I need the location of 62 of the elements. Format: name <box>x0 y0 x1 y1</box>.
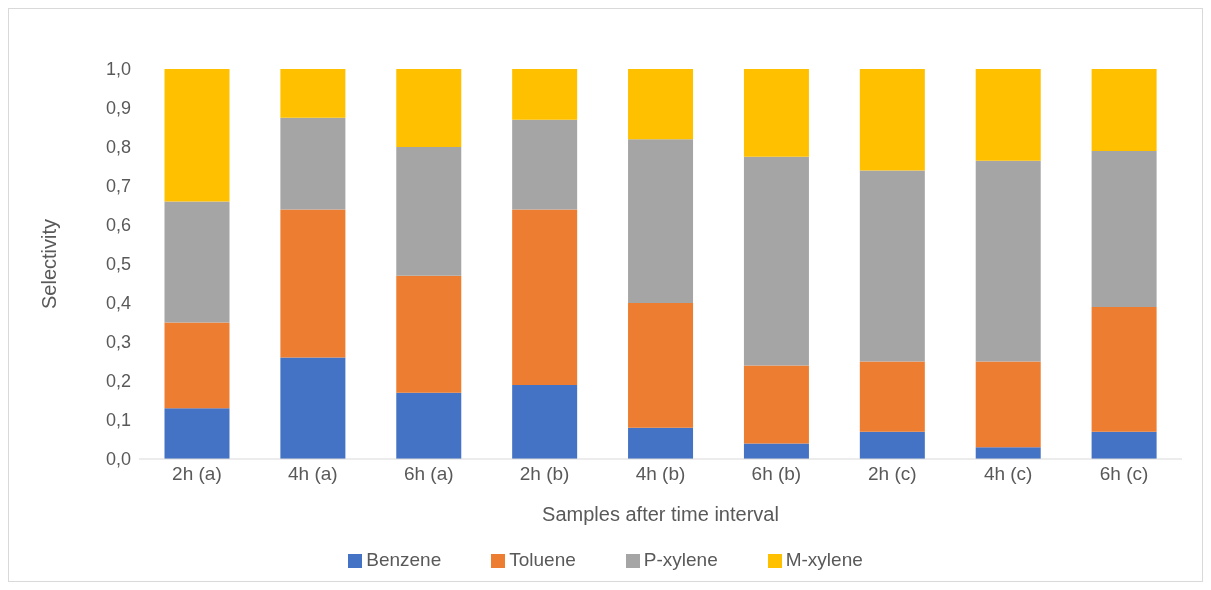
bar <box>859 170 925 362</box>
bar <box>859 431 925 459</box>
legend-label: P-xylene <box>643 549 718 570</box>
bar <box>396 69 462 147</box>
bar <box>512 384 578 459</box>
bar <box>975 160 1041 362</box>
y-tick-label: 0,2 <box>105 371 131 392</box>
bar <box>628 427 694 459</box>
y-axis-title: Selectivity <box>38 218 61 309</box>
bar <box>396 275 462 393</box>
bar <box>628 139 694 303</box>
bar <box>743 443 809 459</box>
bar <box>512 119 578 210</box>
bar <box>280 357 346 459</box>
x-axis-title: Samples after time interval <box>542 503 779 525</box>
bar <box>628 69 694 140</box>
x-tick-label: 2h (b) <box>519 463 570 485</box>
bar <box>1091 431 1157 459</box>
x-tick-label: 6h (b) <box>751 463 802 485</box>
bar <box>396 147 462 276</box>
bar <box>164 69 230 202</box>
bar <box>280 209 346 358</box>
bar <box>743 156 809 366</box>
bar <box>164 201 230 323</box>
bar <box>396 392 462 459</box>
bar <box>164 322 230 409</box>
bar <box>1091 306 1157 432</box>
bar <box>743 365 809 444</box>
y-tick-label: 0,0 <box>105 449 131 470</box>
y-tick-label: 0,3 <box>105 332 131 353</box>
bar <box>628 303 694 428</box>
bar <box>975 447 1041 459</box>
bar <box>280 69 346 118</box>
y-tick-label: 0,7 <box>105 176 131 197</box>
bar <box>1091 69 1157 151</box>
legend-label: M-xylene <box>785 549 863 570</box>
x-tick-label: 6h (a) <box>403 463 454 485</box>
x-tick-label: 4h (c) <box>983 463 1033 485</box>
x-tick-label: 4h (b) <box>635 463 686 485</box>
bar <box>859 361 925 432</box>
y-tick-label: 0,9 <box>105 98 131 119</box>
y-tick-label: 0,4 <box>105 293 131 314</box>
bar <box>859 69 925 171</box>
y-tick-label: 0,5 <box>105 254 131 275</box>
bar <box>1091 150 1157 307</box>
y-tick-label: 0,1 <box>105 410 131 431</box>
x-tick-label: 6h (c) <box>1099 463 1149 485</box>
y-tick-label: 0,6 <box>105 215 131 236</box>
x-tick-label: 2h (a) <box>172 463 222 485</box>
x-tick-label: 2h (c) <box>867 463 917 485</box>
legend-label: Benzene <box>366 549 442 570</box>
bar <box>743 69 809 157</box>
bar <box>164 408 230 459</box>
bar <box>280 117 346 210</box>
y-tick-label: 0,8 <box>105 137 131 158</box>
bar <box>975 361 1041 448</box>
bar <box>975 69 1041 161</box>
y-tick-label: 1,0 <box>105 59 131 80</box>
bar <box>512 69 578 120</box>
legend-label: Toluene <box>509 549 576 570</box>
x-tick-label: 4h (a) <box>288 463 338 485</box>
bar <box>512 209 578 385</box>
